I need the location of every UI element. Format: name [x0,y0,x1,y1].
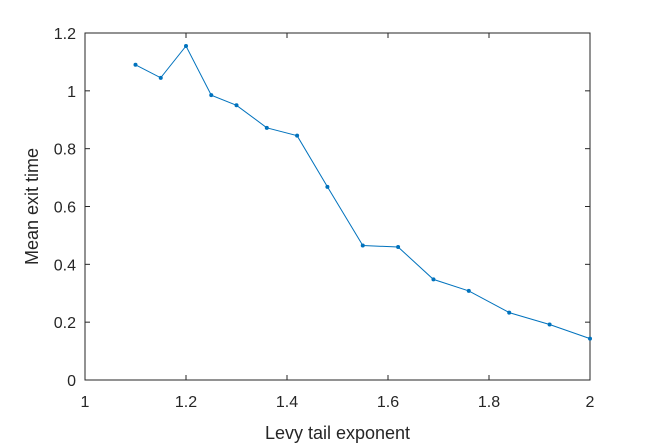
x-tick-label: 1.6 [377,394,399,411]
plot-area [84,32,591,381]
y-tick-label: 0.4 [54,257,76,274]
data-point [209,93,214,98]
data-point [295,133,300,138]
y-tick-label: 1.2 [54,26,76,43]
x-tick-label: 1.8 [478,394,500,411]
data-point [158,75,163,80]
data-point [360,243,365,248]
data-point [547,322,552,327]
data-point [264,125,269,130]
y-tick-label: 0.6 [54,200,76,217]
x-tick-label: 1.2 [175,394,197,411]
x-axis-ticks: 1 1.2 1.4 1.6 1.8 2 [81,33,595,411]
data-point [133,62,138,67]
y-tick-label: 0 [67,373,76,390]
plot-frame [84,32,591,381]
y-tick-label: 0.8 [54,142,76,159]
x-tick-label: 2 [586,394,595,411]
data-point [431,277,436,282]
x-axis-label: Levy tail exponent [265,423,410,443]
data-point [184,44,188,49]
y-tick-label: 0.2 [54,315,76,332]
data-point [396,244,401,249]
data-point [588,336,592,341]
data-point [507,310,512,315]
y-axis-ticks: 0 0.2 0.4 0.6 0.8 1 1.2 [54,26,590,390]
y-tick-label: 1 [67,84,76,101]
series-layer [133,44,592,341]
y-axis-label: Mean exit time [22,148,42,265]
data-point [466,288,471,293]
x-tick-label: 1.4 [276,394,298,411]
x-tick-label: 1 [81,394,90,411]
data-point [234,103,239,108]
data-point [325,184,330,189]
